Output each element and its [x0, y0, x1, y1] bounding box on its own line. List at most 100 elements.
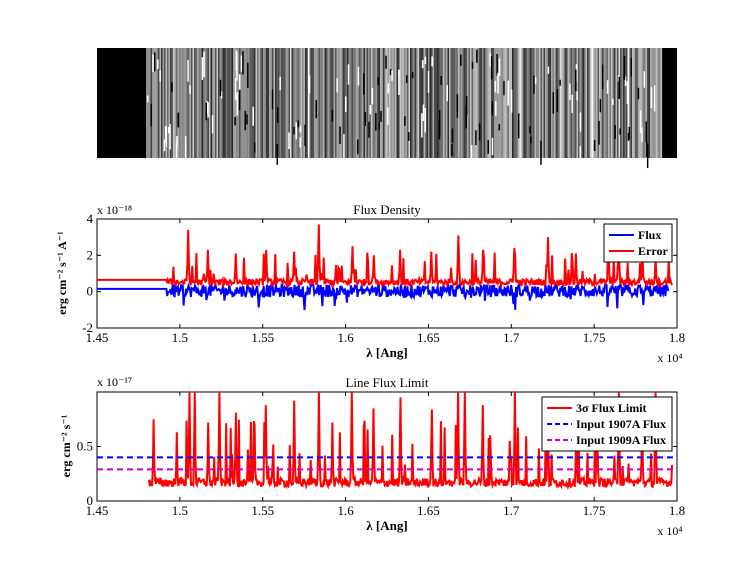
image-stripe: [494, 48, 496, 158]
image-streak: [556, 89, 559, 113]
image-stripe: [320, 48, 322, 158]
image-streak: [643, 71, 646, 88]
image-stripe: [260, 48, 262, 158]
series-line-1: [97, 224, 673, 289]
image-streak: [487, 139, 489, 154]
image-stripe: [627, 48, 630, 158]
image-stripe: [285, 48, 288, 158]
image-stripe: [611, 48, 613, 158]
image-streak: [343, 134, 345, 159]
image-stripe: [509, 48, 511, 158]
spectrum-image-panel: [97, 48, 677, 169]
image-stripe: [660, 48, 663, 158]
image-streak: [246, 114, 248, 125]
image-streak: [440, 75, 442, 85]
x-tick-label: 1.45: [86, 503, 109, 518]
image-stripe: [381, 48, 384, 158]
image-streak: [219, 79, 222, 97]
chart-title: Line Flux Limit: [345, 375, 428, 390]
image-stripe: [387, 48, 390, 158]
y-ticks: 00.5: [77, 439, 677, 508]
image-stripe: [500, 48, 502, 158]
image-streak: [364, 111, 367, 126]
legend-label: Input 1909A Flux: [576, 433, 666, 447]
image-stripe: [603, 48, 606, 158]
image-stripe: [545, 48, 547, 158]
image-stripe: [317, 48, 319, 158]
image-stripe: [621, 48, 624, 158]
image-stripe: [228, 48, 231, 158]
image-stripe: [527, 48, 529, 158]
image-stripe: [488, 48, 490, 158]
image-streak: [471, 144, 473, 160]
image-streak: [476, 49, 478, 63]
image-streak: [171, 82, 173, 92]
image-streak: [617, 75, 620, 82]
image-streak: [646, 142, 648, 157]
image-stripe: [341, 48, 343, 158]
image-streak: [491, 137, 494, 156]
image-stripe: [446, 48, 448, 158]
image-streak: [475, 130, 477, 145]
image-stripe: [152, 48, 154, 158]
image-streak: [627, 133, 630, 141]
image-stripe: [225, 48, 228, 158]
image-stripe: [458, 48, 460, 158]
image-streak: [491, 101, 494, 116]
y-ticks: -2 0 2 4: [82, 211, 677, 335]
image-streak: [619, 128, 621, 135]
image-stripe: [324, 48, 327, 158]
image-stripe: [318, 48, 321, 158]
x-tick-label: 1.65: [417, 330, 440, 345]
image-streak: [421, 60, 424, 69]
image-stripe: [249, 48, 252, 158]
image-streak: [368, 121, 370, 138]
image-stripe: [587, 48, 589, 158]
image-stripe: [573, 48, 576, 158]
image-stripe: [290, 48, 292, 158]
image-stripe: [554, 48, 556, 158]
image-streak: [236, 92, 238, 116]
image-stripe: [648, 48, 651, 158]
image-stripe: [558, 48, 561, 158]
image-stripe: [411, 48, 414, 158]
image-stripe: [656, 48, 658, 158]
image-stripe: [333, 48, 336, 158]
image-stripe: [347, 48, 349, 158]
image-streak: [478, 123, 481, 141]
image-stripe: [540, 48, 543, 158]
image-stripe: [194, 48, 196, 158]
image-stripe: [623, 48, 625, 158]
image-stripe: [521, 48, 523, 158]
legend-label: Input 1907A Flux: [576, 417, 666, 431]
image-streak: [344, 96, 347, 113]
y-tick-label: 0: [87, 284, 94, 299]
image-streak: [295, 122, 297, 140]
image-stripe: [326, 48, 328, 158]
image-stripe: [167, 48, 169, 158]
image-stripe: [594, 48, 597, 158]
image-stripe: [528, 48, 531, 158]
image-streak: [385, 55, 387, 69]
image-stripe: [564, 48, 567, 158]
image-stripe: [449, 48, 451, 158]
image-stripe: [273, 48, 276, 158]
x-tick-label: 1.7: [503, 330, 520, 345]
image-stripe: [419, 48, 421, 158]
image-stripe: [476, 48, 478, 158]
image-streak: [579, 112, 582, 132]
image-stripe: [432, 48, 435, 158]
image-stripe: [252, 48, 255, 158]
image-stripe: [470, 48, 472, 158]
image-streak: [498, 124, 501, 131]
image-stripe: [600, 48, 603, 158]
image-stripe: [440, 48, 442, 158]
image-stripe: [614, 48, 616, 158]
x-tick-label: 1.55: [251, 503, 274, 518]
image-stripe: [299, 48, 301, 158]
image-stripe: [159, 48, 162, 158]
image-stripe: [170, 48, 172, 158]
legend: 3σ Flux Limit Input 1907A Flux Input 1909A…: [541, 396, 673, 452]
image-stripe: [389, 48, 391, 158]
image-stripe: [383, 48, 385, 158]
